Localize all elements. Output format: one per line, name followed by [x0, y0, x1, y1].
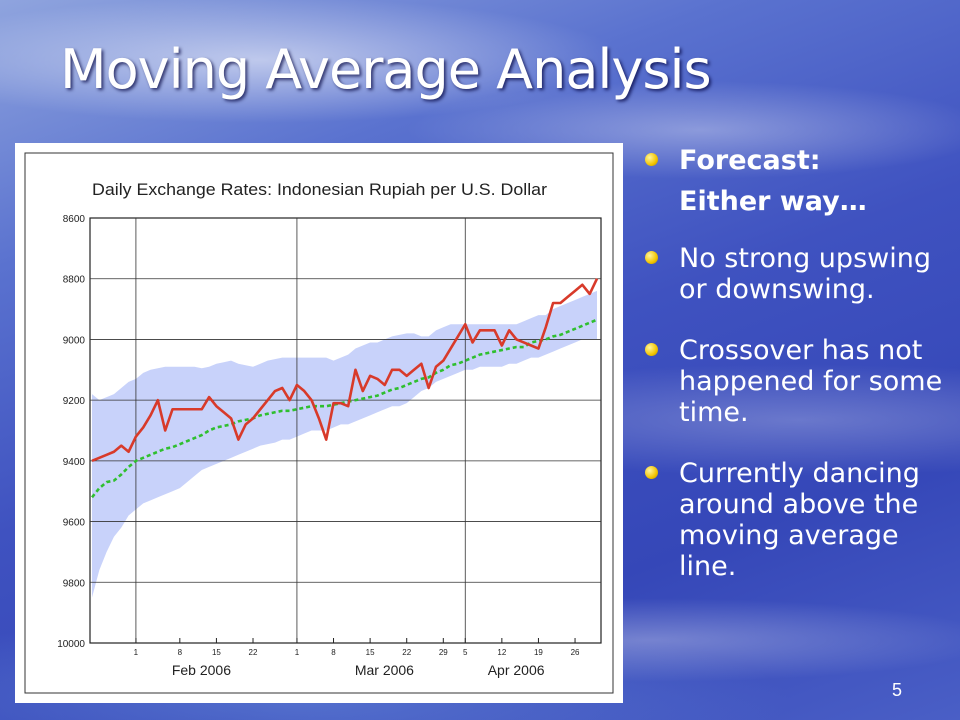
chart-title: Daily Exchange Rates: Indonesian Rupiah … — [92, 180, 547, 199]
confidence-band — [92, 290, 597, 598]
y-tick-label: 10000 — [57, 639, 85, 650]
x-day-tick-label: 5 — [463, 648, 468, 657]
x-day-tick-label: 1 — [295, 648, 300, 657]
x-day-tick-label: 22 — [402, 648, 411, 657]
bullet-dot-icon — [645, 343, 658, 356]
page-number: 5 — [891, 680, 902, 700]
x-day-tick-label: 26 — [571, 648, 580, 657]
x-month-label: Feb 2006 — [172, 662, 231, 678]
x-day-tick-label: 8 — [178, 648, 183, 657]
bullet-crossover: Crossover has not happened for some time… — [645, 335, 950, 428]
bullet-text: No strong upswing or downswing. — [679, 243, 931, 305]
x-day-tick-label: 8 — [331, 648, 336, 657]
bullet-subtext: Either way… — [679, 186, 867, 217]
bullet-list: Forecast: Either way… No strong upswing … — [645, 145, 950, 612]
x-month-label: Apr 2006 — [488, 662, 545, 678]
x-day-tick-label: 1 — [134, 648, 139, 657]
bullet-dot-icon — [645, 153, 658, 166]
x-day-tick-label: 15 — [212, 648, 221, 657]
y-tick-label: 9400 — [63, 457, 86, 468]
y-tick-label: 9800 — [63, 578, 86, 589]
bullet-dot-icon — [645, 466, 658, 479]
daily-rate-line — [91, 278, 599, 463]
bullet-dot-icon — [645, 251, 658, 264]
x-day-tick-label: 15 — [366, 648, 375, 657]
slide-title: Moving Average Analysis — [60, 38, 712, 101]
bullet-forecast: Forecast: Either way… — [645, 145, 950, 217]
x-day-tick-label: 22 — [249, 648, 258, 657]
y-tick-label: 8600 — [63, 214, 86, 225]
y-tick-label: 8800 — [63, 275, 86, 286]
bullet-text: Crossover has not happened for some time… — [679, 335, 943, 428]
y-tick-label: 9200 — [63, 396, 86, 407]
bullet-no-strong-swing: No strong upswing or downswing. — [645, 243, 950, 305]
bullet-text: Currently dancing around above the movin… — [679, 458, 920, 582]
plot-area — [89, 217, 602, 644]
x-day-tick-label: 29 — [439, 648, 448, 657]
bullet-text: Forecast: — [679, 145, 821, 176]
y-tick-label: 9000 — [63, 335, 86, 346]
x-day-tick-label: 19 — [534, 648, 543, 657]
exchange-rate-chart: Daily Exchange Rates: Indonesian Rupiah … — [24, 152, 614, 694]
moving-average-line — [90, 318, 598, 499]
x-day-tick-label: 12 — [497, 648, 506, 657]
chart-panel: Daily Exchange Rates: Indonesian Rupiah … — [15, 143, 623, 703]
bullet-dancing: Currently dancing around above the movin… — [645, 458, 950, 582]
y-tick-label: 9600 — [63, 518, 86, 529]
x-month-label: Mar 2006 — [355, 662, 414, 678]
